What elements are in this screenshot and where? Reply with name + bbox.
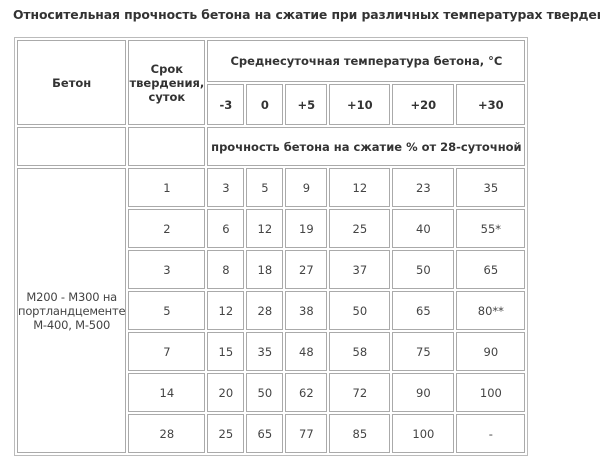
days-cell: 1 <box>128 168 206 207</box>
temperature-header: +30 <box>456 84 526 125</box>
strength-value-cell: 12 <box>329 168 391 207</box>
strength-value-cell: 38 <box>285 291 328 330</box>
header-period-line: суток <box>148 89 186 104</box>
header-period-line: твердения, <box>129 75 205 90</box>
concrete-type-line: М-400, М-500 <box>33 317 111 332</box>
concrete-type-line: М200 - М300 на <box>26 289 117 304</box>
days-cell: 5 <box>128 291 206 330</box>
table-title: Относительная прочность бетона на сжатие… <box>13 7 600 22</box>
strength-table: Бетон Срок твердения, суток Среднесуточн… <box>14 37 529 456</box>
strength-value-cell: 50 <box>392 250 455 289</box>
temperature-header: +5 <box>285 84 328 125</box>
strength-value-cell: 8 <box>207 250 245 289</box>
strength-value-cell: 18 <box>246 250 284 289</box>
temperature-header: +10 <box>329 84 391 125</box>
strength-value-cell: 35 <box>456 168 526 207</box>
days-cell: 14 <box>128 373 206 412</box>
concrete-type-line: портландцементе <box>18 303 126 318</box>
table-row: 7 15 35 48 58 75 90 <box>17 332 526 371</box>
temperature-header: 0 <box>246 84 284 125</box>
days-cell: 3 <box>128 250 206 289</box>
header-strength: прочность бетона на сжатие % от 28-суточ… <box>207 127 526 166</box>
strength-value-cell: 15 <box>207 332 245 371</box>
strength-value-cell: 50 <box>329 291 391 330</box>
strength-value-cell: 9 <box>285 168 328 207</box>
strength-value-cell: 65 <box>392 291 455 330</box>
table-row: М200 - М300 на портландцементе М-400, М-50… <box>17 168 526 453</box>
strength-value-cell: 55* <box>456 209 526 248</box>
empty-cell <box>17 127 127 166</box>
strength-value-cell: 100 <box>392 414 455 453</box>
strength-value-cell: 12 <box>207 291 245 330</box>
concrete-type-cell: М200 - М300 на портландцементе М-400, М-50… <box>17 168 127 453</box>
strength-value-cell: 28 <box>246 291 284 330</box>
days-cell: 2 <box>128 209 206 248</box>
strength-value-cell: 90 <box>456 332 526 371</box>
header-temperature: Среднесуточная температура бетона, °C <box>207 40 526 82</box>
strength-value-cell: 20 <box>207 373 245 412</box>
strength-value-cell: 40 <box>392 209 455 248</box>
days-cell: 7 <box>128 332 206 371</box>
strength-value-cell: 12 <box>246 209 284 248</box>
header-period: Срок твердения, суток <box>128 40 206 125</box>
strength-value-cell: 90 <box>392 373 455 412</box>
strength-value-cell: 48 <box>285 332 328 371</box>
strength-value-cell: 6 <box>207 209 245 248</box>
header-period-line: Срок <box>150 61 184 76</box>
header-concrete: Бетон <box>17 40 127 125</box>
table-row: 14 20 50 62 72 90 100 <box>17 373 526 412</box>
strength-value-cell: 23 <box>392 168 455 207</box>
strength-value-cell: 5 <box>246 168 284 207</box>
strength-value-cell: 72 <box>329 373 391 412</box>
temperature-row: -3 0 +5 +10 +20 +30 <box>17 84 526 125</box>
strength-value-cell: 65 <box>456 250 526 289</box>
table-row: 5 12 28 38 50 65 80** <box>17 291 526 330</box>
days-cell: 28 <box>128 414 206 453</box>
temperature-header: +20 <box>392 84 455 125</box>
strength-value-cell: 19 <box>285 209 328 248</box>
strength-value-cell: 65 <box>246 414 284 453</box>
strength-value-cell: 77 <box>285 414 328 453</box>
temperature-header: -3 <box>207 84 245 125</box>
strength-value-cell: 62 <box>285 373 328 412</box>
strength-value-cell: 3 <box>207 168 245 207</box>
strength-value-cell: 85 <box>329 414 391 453</box>
strength-value-cell: 50 <box>246 373 284 412</box>
strength-value-cell: - <box>456 414 526 453</box>
header-row: Бетон Срок твердения, суток Среднесуточн… <box>17 40 526 125</box>
strength-value-cell: 58 <box>329 332 391 371</box>
table-row: 3 8 18 27 37 50 65 <box>17 250 526 289</box>
strength-value-cell: 25 <box>207 414 245 453</box>
strength-value-cell: 75 <box>392 332 455 371</box>
strength-value-cell: 25 <box>329 209 391 248</box>
subheader-row: прочность бетона на сжатие % от 28-суточ… <box>17 127 526 166</box>
empty-cell <box>128 127 206 166</box>
strength-value-cell: 27 <box>285 250 328 289</box>
strength-value-cell: 35 <box>246 332 284 371</box>
strength-value-cell: 80** <box>456 291 526 330</box>
strength-value-cell: 100 <box>456 373 526 412</box>
strength-value-cell: 37 <box>329 250 391 289</box>
table-row: 2 6 12 19 25 40 55* <box>17 209 526 248</box>
